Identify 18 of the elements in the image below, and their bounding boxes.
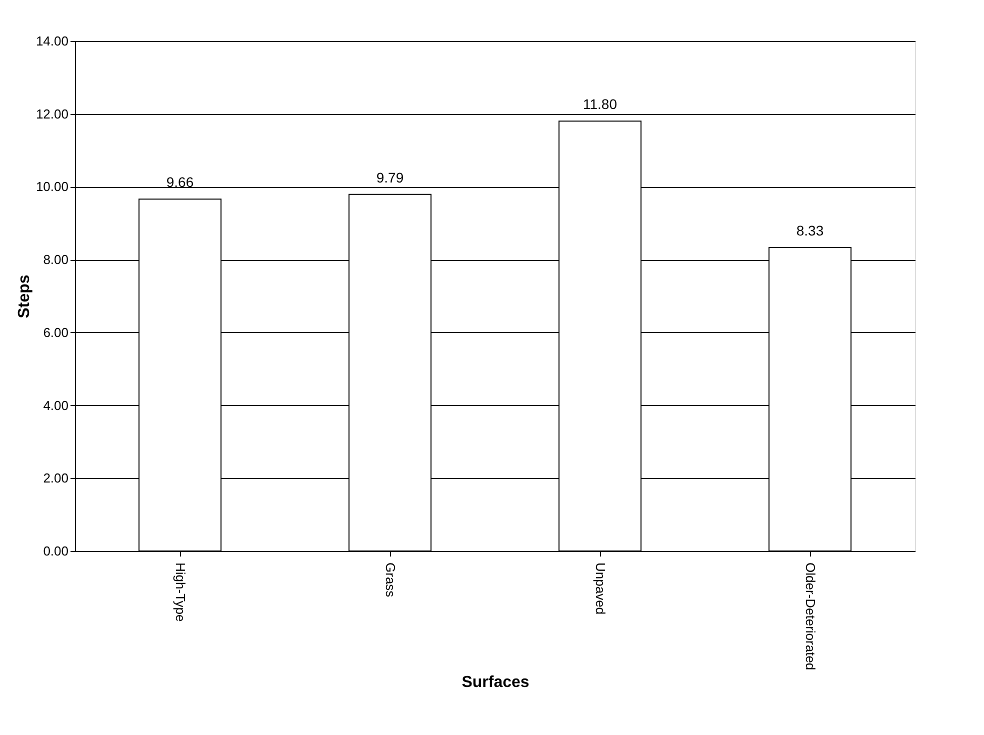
y-tick-label: 12.00 (36, 106, 68, 122)
x-tick-label: Older-Deteriorated (803, 562, 818, 670)
data-label: 9.66 (166, 174, 194, 190)
y-axis-title: Steps (16, 274, 33, 318)
x-tick-label: Unpaved (593, 562, 608, 615)
y-tick-label: 4.00 (43, 398, 68, 413)
y-tick-label: 10.00 (36, 179, 68, 194)
data-label: 9.79 (376, 169, 404, 186)
y-tick-label: 0.00 (43, 544, 68, 558)
x-tick-label: High-Type (173, 562, 188, 622)
y-tick-label: 2.00 (43, 470, 68, 486)
y-tick-label: 8.00 (43, 252, 68, 268)
x-tick-label: Grass (383, 562, 398, 598)
y-tick-label: 14.00 (36, 34, 68, 48)
data-label: 11.80 (583, 96, 618, 112)
x-axis-title: Surfaces (462, 674, 530, 692)
data-label: 8.33 (796, 222, 824, 239)
y-tick-label: 6.00 (43, 324, 68, 340)
